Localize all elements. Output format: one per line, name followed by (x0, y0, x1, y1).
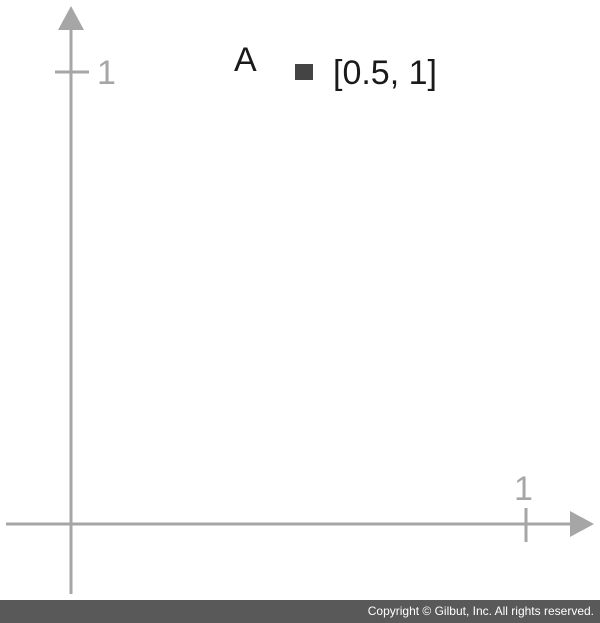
x-axis-arrowhead (570, 511, 594, 537)
copyright-text: Copyright © Gilbut, Inc. All rights rese… (367, 604, 594, 618)
coordinate-diagram: 1 1 A [0.5, 1] (6, 6, 594, 594)
y-axis-arrowhead (58, 6, 84, 30)
copyright-footer: Copyright © Gilbut, Inc. All rights rese… (0, 600, 600, 623)
point-name-label: A (234, 41, 257, 79)
point-marker (295, 64, 313, 80)
point-coordinates-label: [0.5, 1] (333, 54, 437, 92)
x-tick-label: 1 (514, 470, 533, 508)
y-tick-label: 1 (97, 54, 116, 92)
